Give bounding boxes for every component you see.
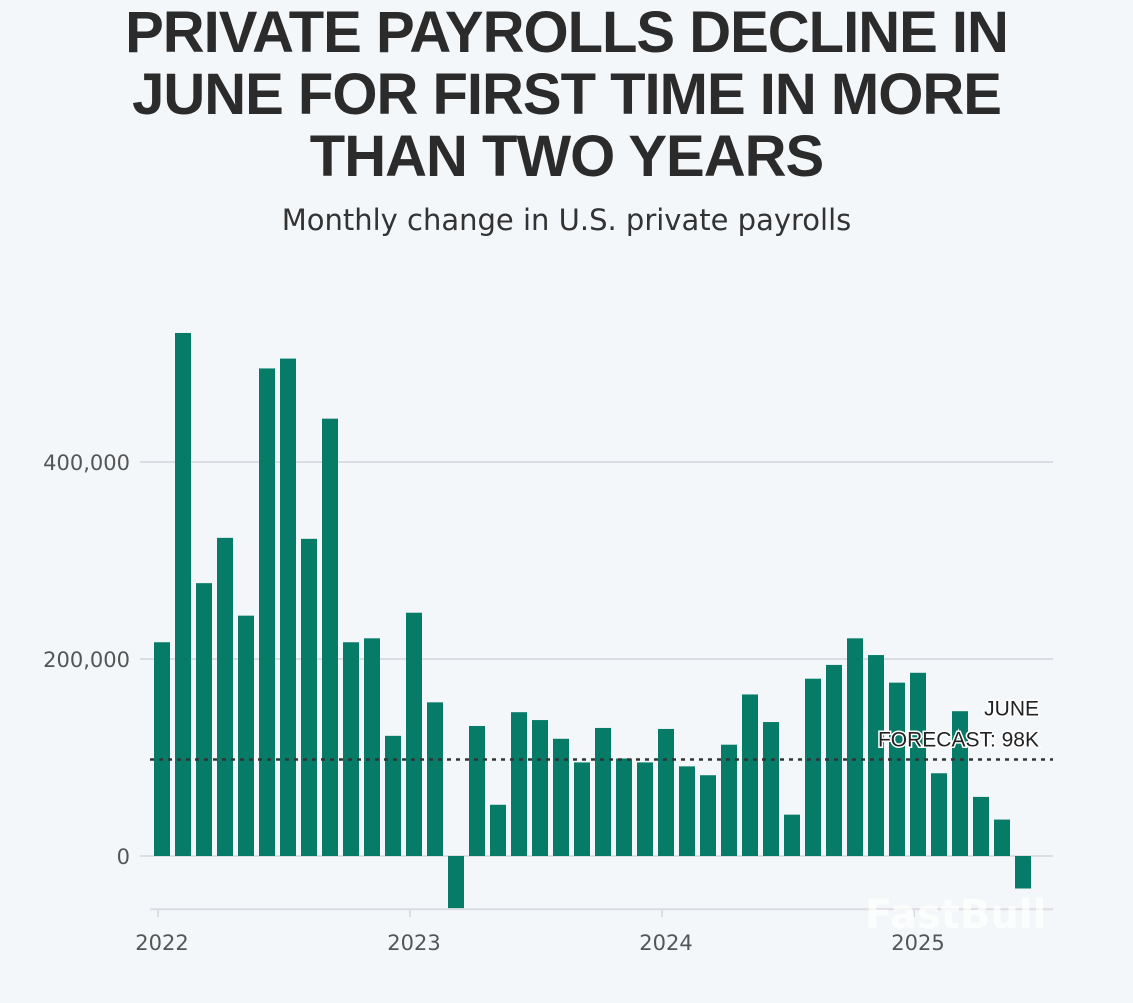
forecast-label: JUNE — [984, 697, 1039, 720]
bar — [385, 735, 401, 856]
x-tick-label: 2023 — [387, 931, 440, 955]
title-line: THAN TWO YEARS — [309, 124, 824, 189]
bar — [994, 819, 1010, 856]
bar — [1015, 856, 1031, 889]
bar — [280, 358, 296, 856]
bar — [238, 615, 254, 856]
y-tick-label: 400,000 — [43, 451, 130, 475]
bar — [616, 758, 632, 856]
y-tick-label: 200,000 — [43, 648, 130, 672]
bar — [469, 725, 485, 856]
bar — [553, 738, 569, 856]
bar — [490, 804, 506, 856]
bar — [196, 583, 212, 856]
bar — [427, 702, 443, 856]
bar — [847, 638, 863, 856]
bar — [868, 655, 884, 856]
bar — [406, 612, 422, 856]
bar — [322, 418, 338, 856]
bar — [154, 642, 170, 856]
bar — [511, 712, 527, 856]
x-tick-label: 2025 — [891, 931, 944, 955]
bar — [658, 728, 674, 856]
bar — [742, 694, 758, 856]
bar — [679, 766, 695, 856]
chart-subtitle: Monthly change in U.S. private payrolls — [281, 203, 852, 237]
title-line: JUNE FOR FIRST TIME IN MORE — [132, 62, 1002, 127]
bar — [301, 538, 317, 856]
bar — [931, 773, 947, 856]
bar — [952, 711, 968, 856]
bar — [910, 672, 926, 856]
y-tick-label: 0 — [117, 845, 130, 869]
bar — [448, 856, 464, 909]
bar — [700, 775, 716, 856]
x-tick-label: 2022 — [135, 931, 188, 955]
bar — [574, 762, 590, 856]
bar — [763, 722, 779, 856]
forecast-label: FORECAST: 98K — [878, 728, 1039, 751]
bar — [364, 638, 380, 856]
title-line: PRIVATE PAYROLLS DECLINE IN — [125, 0, 1009, 65]
watermark: FastBull — [865, 892, 1046, 938]
bar — [259, 368, 275, 856]
bar — [595, 727, 611, 856]
bar — [805, 678, 821, 856]
bar — [973, 796, 989, 856]
chart-title: PRIVATE PAYROLLS DECLINE IN JUNE FOR FIR… — [0, 2, 1133, 188]
bar — [175, 332, 191, 857]
bar — [343, 642, 359, 856]
bar — [784, 814, 800, 856]
bar — [217, 537, 233, 856]
bar — [532, 720, 548, 856]
bar — [637, 762, 653, 856]
bar — [889, 682, 905, 856]
bar — [721, 744, 737, 856]
x-tick-label: 2024 — [639, 931, 692, 955]
